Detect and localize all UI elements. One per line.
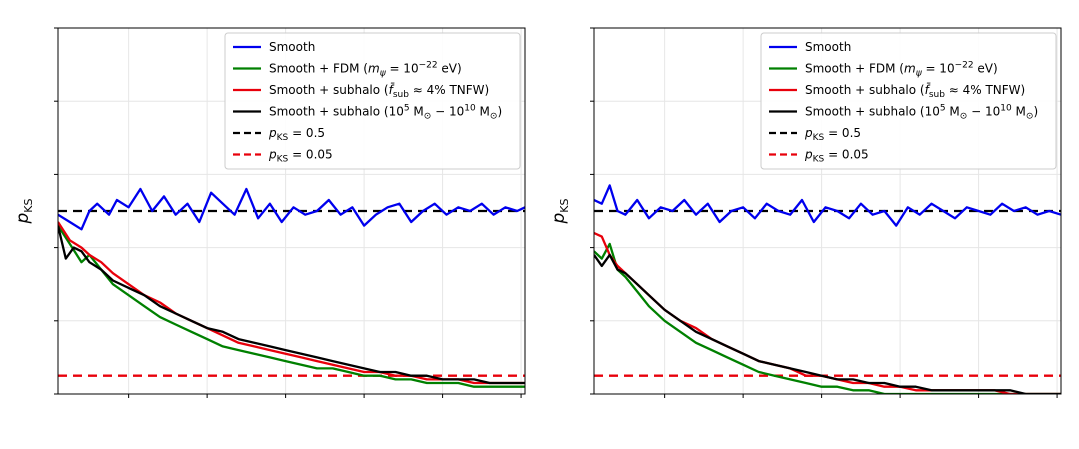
y-axis-label: pKS [13, 198, 35, 224]
legend-label-1: Smooth + FDM (mψ = 10−22 eV) [269, 61, 462, 79]
legend-label-5: pKS = 0.05 [268, 148, 333, 165]
legend-box [760, 32, 1057, 170]
series-group [594, 184, 1061, 394]
chart-panel-1: pKS Smooth Smooth + FDM (mψ = 10−22 eV) Smo… [13, 27, 526, 398]
plot-frame [57, 27, 526, 395]
series-line-0 [594, 184, 1061, 227]
series-line-3 [58, 225, 525, 385]
legend-label-4: pKS = 0.5 [804, 126, 861, 143]
series-line-3 [594, 253, 1061, 394]
legend-box [224, 32, 521, 170]
legend-label-0: Smooth [269, 40, 315, 54]
series-line-0 [58, 187, 525, 231]
legend-label-2: Smooth + subhalo (f̄sub ≈ 4% TNFW) [269, 83, 489, 100]
series-line-2 [594, 231, 1061, 394]
series-group [58, 187, 525, 388]
series-line-1 [594, 242, 1061, 394]
legend-label-5: pKS = 0.05 [804, 148, 869, 165]
legend-label-0: Smooth [805, 40, 851, 54]
y-axis-label: pKS [549, 198, 571, 224]
series-line-1 [58, 224, 525, 388]
legend-label-3: Smooth + subhalo (105 M⊙ − 1010 M⊙) [269, 104, 502, 122]
legend-label-4: pKS = 0.5 [268, 126, 325, 143]
plot-frame [593, 27, 1062, 395]
legend-label-3: Smooth + subhalo (105 M⊙ − 1010 M⊙) [805, 104, 1038, 122]
chart-panel-2: pKS Smooth Smooth + FDM (mψ = 10−22 eV) Smo… [549, 27, 1062, 398]
legend-label-1: Smooth + FDM (mψ = 10−22 eV) [805, 61, 998, 79]
legend-label-2: Smooth + subhalo (f̄sub ≈ 4% TNFW) [805, 83, 1025, 100]
series-line-2 [58, 221, 525, 385]
